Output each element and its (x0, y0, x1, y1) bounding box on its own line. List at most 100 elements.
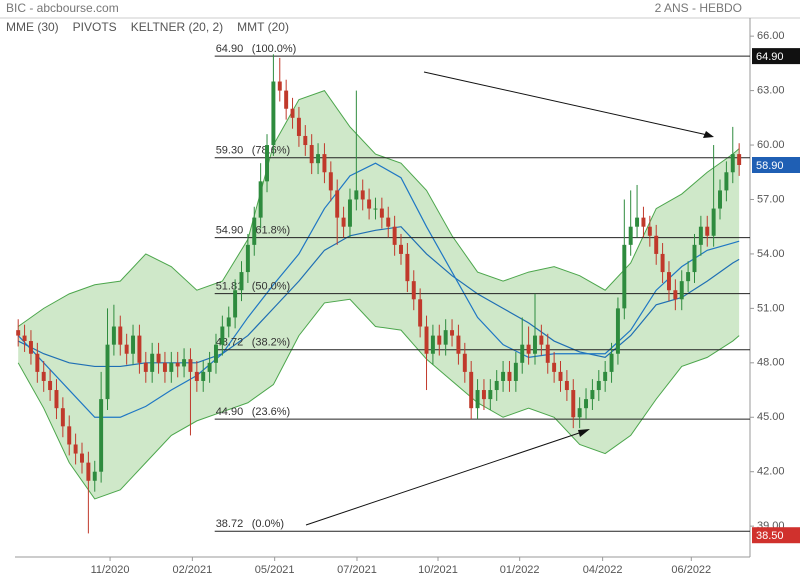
candle-body (539, 335, 544, 345)
pivot-ratio: (0.0%) (252, 518, 284, 530)
candle-body (660, 253, 665, 273)
candle-body (705, 226, 710, 236)
candle-body (552, 362, 557, 372)
chart-title: BIC - abcbourse.com (6, 1, 119, 15)
candle-body (437, 335, 442, 345)
candle-body (245, 244, 250, 273)
candle-body (647, 226, 652, 236)
candle-body (450, 330, 455, 336)
candle-body (373, 208, 378, 210)
candle-body (28, 341, 33, 354)
x-tick-label: 06/2022 (671, 564, 711, 576)
candle-body (271, 81, 276, 146)
candle-body (673, 290, 678, 300)
candle-body (724, 172, 729, 191)
pivot-ratio: (100.0%) (252, 43, 297, 55)
candle-body (239, 272, 244, 291)
candle-body (488, 390, 493, 400)
candle-body (379, 208, 384, 218)
pivot-label: 54.90 (216, 224, 244, 236)
candle-body (501, 371, 506, 381)
candle-body (584, 399, 589, 409)
candle-body (545, 344, 550, 363)
legend-entry: KELTNER (20, 2) (131, 20, 223, 34)
candle-body (418, 299, 423, 327)
candle-body (533, 335, 537, 354)
candle-body (99, 399, 104, 472)
candle-body (213, 344, 218, 363)
candle-body (60, 408, 65, 427)
x-tick-label: 04/2022 (583, 564, 623, 576)
y-tick-label: 60.00 (757, 139, 785, 151)
pivot-ratio: (23.6%) (252, 406, 291, 418)
candle-body (347, 199, 352, 227)
candle-body (48, 380, 53, 391)
candle-body (571, 390, 576, 418)
candle-body (386, 217, 391, 227)
price-tag-label: 64.90 (756, 51, 784, 63)
x-tick-label: 01/2022 (500, 564, 540, 576)
candle-body (150, 353, 155, 372)
y-tick-label: 45.00 (757, 411, 785, 423)
candle-body (143, 362, 148, 372)
legend-entry: PIVOTS (73, 20, 117, 34)
candle-body (360, 190, 365, 200)
candle-body (252, 217, 257, 245)
candle-body (718, 190, 722, 209)
candle-body (169, 362, 174, 372)
candle-body (622, 244, 627, 309)
candle-body (628, 226, 633, 245)
candle-body (513, 362, 518, 381)
price-tag (752, 157, 800, 173)
candle-body (188, 359, 193, 372)
pivot-label: 51.81 (216, 281, 244, 293)
pivot-ratio: (61.8%) (252, 224, 291, 236)
candle-body (507, 371, 512, 381)
candle-body (277, 81, 282, 91)
candle-body (124, 344, 129, 354)
candle-body (118, 326, 123, 345)
candle-body (296, 117, 301, 136)
candle-body (737, 154, 742, 165)
candle-body (692, 244, 697, 273)
candle-body (641, 217, 646, 227)
candle-body (131, 335, 136, 354)
candle-body (698, 226, 703, 245)
pivot-label: 38.72 (216, 518, 244, 530)
candle-body (430, 335, 435, 354)
candle-body (54, 390, 59, 409)
pivot-label: 48.72 (216, 337, 244, 349)
candle-body (520, 344, 525, 363)
candle-body (666, 272, 671, 291)
x-tick-label: 02/2021 (172, 564, 212, 576)
candle-body (679, 281, 684, 300)
candle-body (182, 359, 187, 367)
moving-average (17, 162, 740, 418)
candle-body (258, 181, 263, 218)
trend-arrow (423, 71, 713, 137)
candle-body (265, 145, 269, 182)
candle-body (367, 199, 372, 209)
keltner-fill (18, 90, 740, 499)
arrow-head (578, 429, 590, 437)
pivot-label: 59.30 (216, 145, 244, 157)
candle-body (558, 371, 563, 381)
candle-body (686, 272, 691, 282)
x-tick-label: 07/2021 (337, 564, 377, 576)
candle-body (654, 235, 659, 254)
pivot-ratio: (50.0%) (252, 281, 291, 293)
trend-arrow (305, 429, 589, 526)
candle-body (73, 444, 78, 454)
candle-body (194, 371, 199, 381)
pivot-ratio: (38.2%) (252, 337, 291, 349)
candle-body (635, 217, 640, 227)
candle-body (392, 226, 397, 245)
candle-body (399, 244, 403, 254)
candle-body (16, 330, 21, 336)
price-tag (752, 527, 800, 544)
pivot-ratio: (78.6%) (252, 145, 291, 157)
candle-body (424, 326, 429, 354)
candle-body (564, 380, 569, 391)
candle-body (175, 362, 180, 367)
